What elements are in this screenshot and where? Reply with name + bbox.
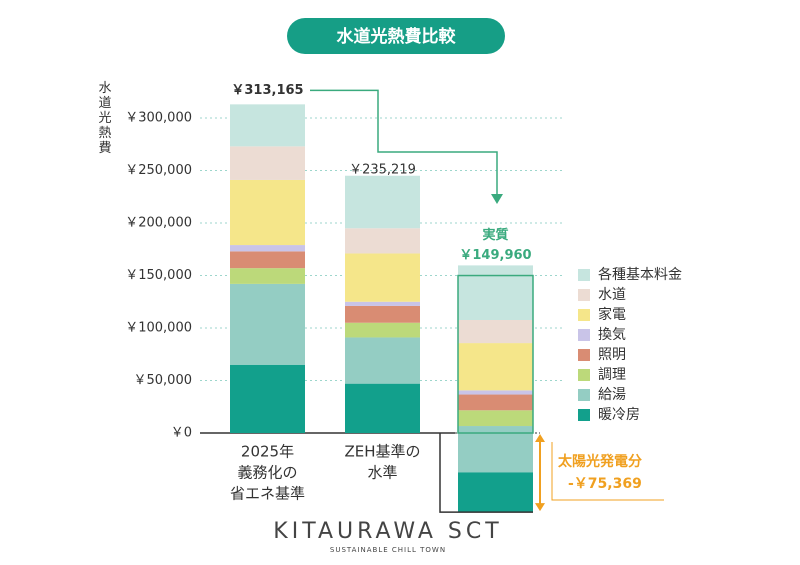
- bar-segment: [345, 337, 420, 384]
- legend-label: 給湯: [598, 386, 626, 403]
- y-tick-label: ￥300,000: [125, 111, 192, 126]
- legend-label: 調理: [598, 367, 626, 383]
- bar-segment: [230, 179, 305, 246]
- legend-swatch: [578, 269, 590, 281]
- bar-segment: [345, 175, 420, 229]
- solar-value: -￥75,369: [568, 476, 642, 492]
- legend-swatch: [578, 349, 590, 361]
- bar-segment: [230, 251, 305, 269]
- x-tick-label: ZEH基準の: [344, 443, 420, 461]
- legend-swatch: [578, 409, 590, 421]
- legend-swatch: [578, 289, 590, 301]
- legend-label: 換気: [598, 327, 626, 343]
- arrow-head: [535, 434, 545, 442]
- connector-head: [491, 194, 503, 204]
- total-label: ￥149,960: [459, 248, 531, 263]
- y-axis-label: 水道光熱費: [96, 81, 112, 156]
- bar-segment: [230, 146, 305, 180]
- solar-bracket: [439, 433, 533, 513]
- connector: [310, 89, 498, 196]
- bar-segment: [458, 410, 533, 427]
- y-tick-label: ￥50,000: [134, 373, 193, 388]
- logo-tagline: SUSTAINABLE CHILL TOWN: [330, 546, 446, 554]
- net-outline: [457, 274, 534, 434]
- x-tick-label: 義務化の: [237, 464, 297, 482]
- legend-label: 家電: [598, 306, 626, 323]
- legend-label: 水道: [598, 287, 626, 303]
- chart-title: 水道光熱費比較: [337, 26, 457, 47]
- x-tick-label: 省エネ基準: [230, 485, 305, 503]
- legend-swatch: [578, 369, 590, 381]
- x-tick-label: 2025年: [241, 443, 294, 461]
- legend-label: 照明: [598, 347, 626, 363]
- total-label: ￥235,219: [349, 163, 416, 178]
- bar-segment: [458, 343, 533, 391]
- bar-segment: [345, 322, 420, 338]
- y-tick-label: ￥0: [171, 426, 192, 441]
- y-tick-label: ￥200,000: [125, 216, 192, 231]
- bar-segment: [458, 319, 533, 344]
- bar-segment: [345, 305, 420, 323]
- legend-label: 暖冷房: [598, 407, 640, 423]
- bar-segment: [230, 104, 305, 147]
- legend-swatch: [578, 389, 590, 401]
- solar-box: [551, 442, 664, 501]
- legend-swatch: [578, 309, 590, 321]
- legend-swatch: [578, 329, 590, 341]
- bar-segment: [230, 364, 305, 433]
- y-tick-label: ￥250,000: [125, 163, 192, 178]
- y-tick-label: ￥100,000: [125, 321, 192, 336]
- title-pill: [287, 18, 505, 54]
- bar-segment: [230, 268, 305, 284]
- bar-segment: [345, 301, 420, 306]
- net-label: 実質: [482, 227, 508, 243]
- bar-segment: [230, 283, 305, 365]
- arrow-head: [535, 503, 545, 512]
- bar-segment: [458, 472, 533, 513]
- legend-label: 各種基本料金: [598, 266, 682, 283]
- bar-segment: [458, 265, 533, 320]
- y-tick-label: ￥150,000: [125, 268, 192, 283]
- bar-segment: [458, 394, 533, 411]
- bar-segment: [345, 383, 420, 433]
- logo: KITAURAWA SCT: [273, 519, 502, 544]
- total-label: ￥313,165: [231, 83, 303, 98]
- bar-segment: [230, 245, 305, 252]
- x-tick-label: 水準: [367, 464, 397, 482]
- solar-label: 太陽光発電分: [558, 453, 642, 470]
- bar-segment: [458, 390, 533, 395]
- bar-segment: [345, 253, 420, 302]
- bar-segment: [345, 228, 420, 254]
